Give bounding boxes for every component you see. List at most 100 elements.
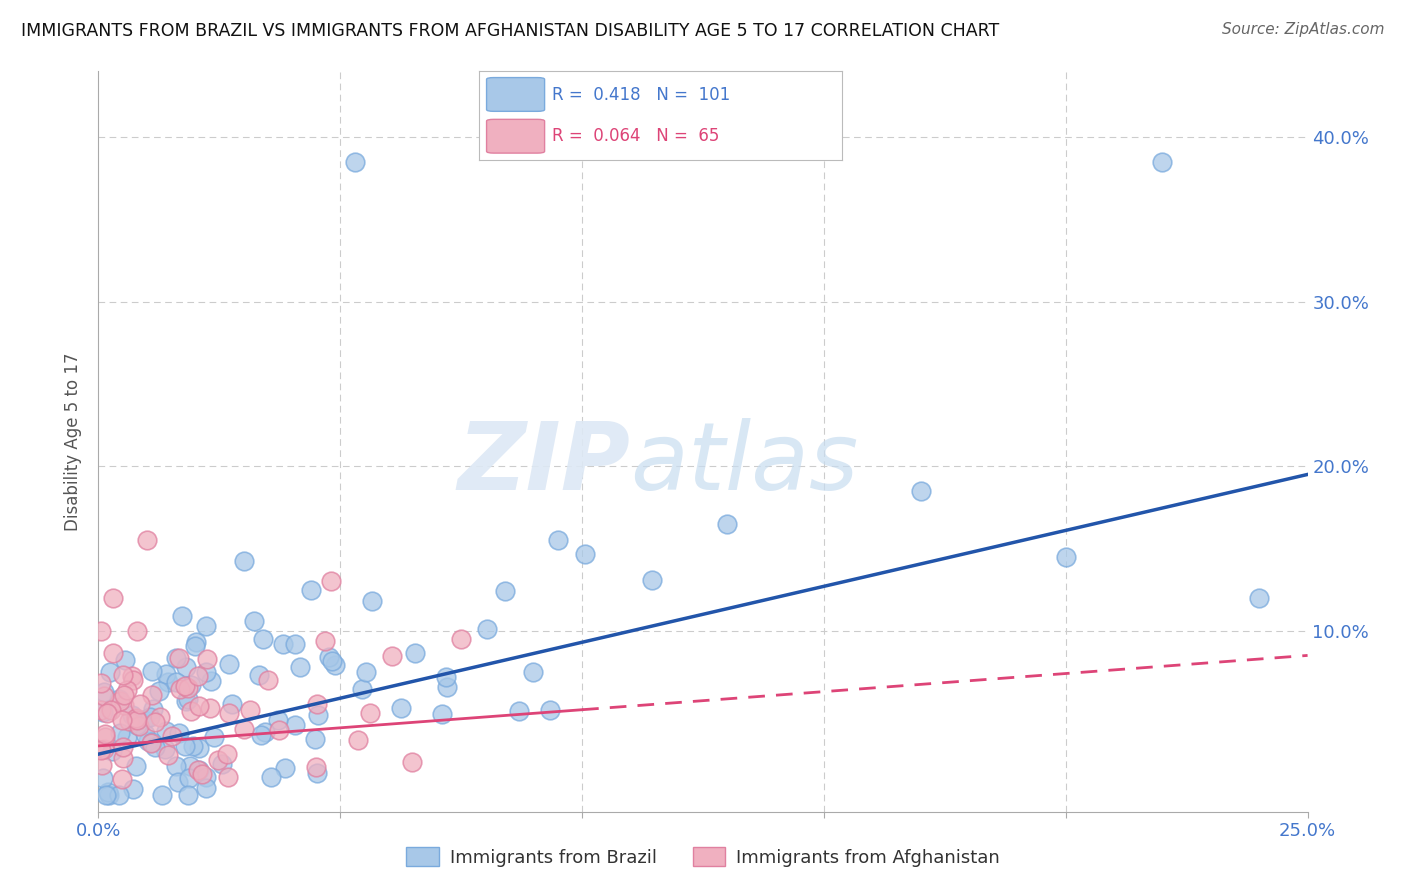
Point xyxy=(167,775,190,789)
Point xyxy=(111,668,134,682)
Point xyxy=(108,789,131,803)
Point xyxy=(100,702,122,716)
Point xyxy=(181,739,204,753)
Point xyxy=(101,591,124,605)
Point xyxy=(218,706,240,720)
Point xyxy=(547,533,569,548)
Point xyxy=(207,753,229,767)
Point xyxy=(167,650,190,665)
Point xyxy=(128,719,150,733)
Point xyxy=(494,584,516,599)
Point xyxy=(1152,154,1174,169)
Point xyxy=(177,789,200,803)
Point xyxy=(284,636,307,650)
Point xyxy=(101,646,124,660)
Point xyxy=(352,681,374,696)
Point xyxy=(188,698,211,713)
Point xyxy=(172,608,194,623)
Point xyxy=(243,615,266,629)
Point xyxy=(93,742,115,756)
Point xyxy=(121,669,143,683)
Point xyxy=(304,731,326,746)
Text: ZIP: ZIP xyxy=(457,417,630,509)
Point xyxy=(169,682,191,697)
Point xyxy=(112,750,135,764)
Point xyxy=(179,758,201,772)
Point xyxy=(319,574,342,589)
Text: Source: ZipAtlas.com: Source: ZipAtlas.com xyxy=(1222,22,1385,37)
Point xyxy=(165,674,187,689)
Point xyxy=(149,710,172,724)
Point xyxy=(1054,549,1077,564)
Point xyxy=(194,665,217,679)
Point xyxy=(318,650,340,665)
Point xyxy=(174,694,197,708)
Point xyxy=(141,735,163,749)
Point xyxy=(127,624,149,638)
Point xyxy=(239,703,262,717)
Point xyxy=(143,739,166,754)
Point xyxy=(187,764,209,778)
Point xyxy=(108,691,131,706)
Point xyxy=(118,714,141,728)
Point xyxy=(97,785,120,799)
Point xyxy=(90,758,112,772)
Point xyxy=(195,770,218,784)
Point xyxy=(354,665,377,679)
Point xyxy=(200,673,222,688)
Point xyxy=(93,727,115,741)
Point xyxy=(188,740,211,755)
Point xyxy=(217,747,239,762)
Point xyxy=(132,714,155,728)
Point xyxy=(184,639,207,653)
Point xyxy=(174,679,197,693)
Point xyxy=(180,704,202,718)
Point xyxy=(252,632,274,647)
Point xyxy=(180,678,202,692)
Point xyxy=(574,547,596,561)
Point xyxy=(271,637,294,651)
Point xyxy=(186,635,208,649)
Point xyxy=(101,744,124,758)
Point xyxy=(436,680,458,694)
Point xyxy=(187,668,209,682)
Point xyxy=(94,730,117,744)
Point xyxy=(90,624,112,638)
Point xyxy=(177,681,200,695)
Point xyxy=(202,731,225,745)
Point xyxy=(124,711,146,725)
Point xyxy=(299,583,322,598)
Point xyxy=(195,651,218,665)
Point xyxy=(122,782,145,797)
Point xyxy=(522,665,544,680)
Point xyxy=(381,648,404,663)
Point xyxy=(305,765,328,780)
Point xyxy=(250,728,273,742)
Point xyxy=(96,789,118,803)
Point xyxy=(139,736,162,750)
Y-axis label: Disability Age 5 to 17: Disability Age 5 to 17 xyxy=(65,352,83,531)
Point xyxy=(111,740,134,755)
Point xyxy=(256,673,278,688)
Point xyxy=(115,682,138,697)
Point xyxy=(155,667,177,681)
Point xyxy=(314,633,336,648)
Point xyxy=(93,685,115,699)
Point xyxy=(121,673,143,687)
Point xyxy=(165,759,187,773)
Point xyxy=(267,723,290,737)
Point xyxy=(139,710,162,724)
Legend: Immigrants from Brazil, Immigrants from Afghanistan: Immigrants from Brazil, Immigrants from … xyxy=(399,840,1007,874)
Point xyxy=(910,483,932,498)
Point xyxy=(143,714,166,729)
Point xyxy=(93,689,115,703)
Point xyxy=(346,733,368,747)
Point xyxy=(359,706,381,720)
Point xyxy=(389,701,412,715)
Point xyxy=(153,742,176,756)
Point xyxy=(117,731,139,745)
Point xyxy=(538,703,561,717)
Point xyxy=(141,664,163,678)
Point xyxy=(254,725,277,739)
Point xyxy=(134,727,156,741)
